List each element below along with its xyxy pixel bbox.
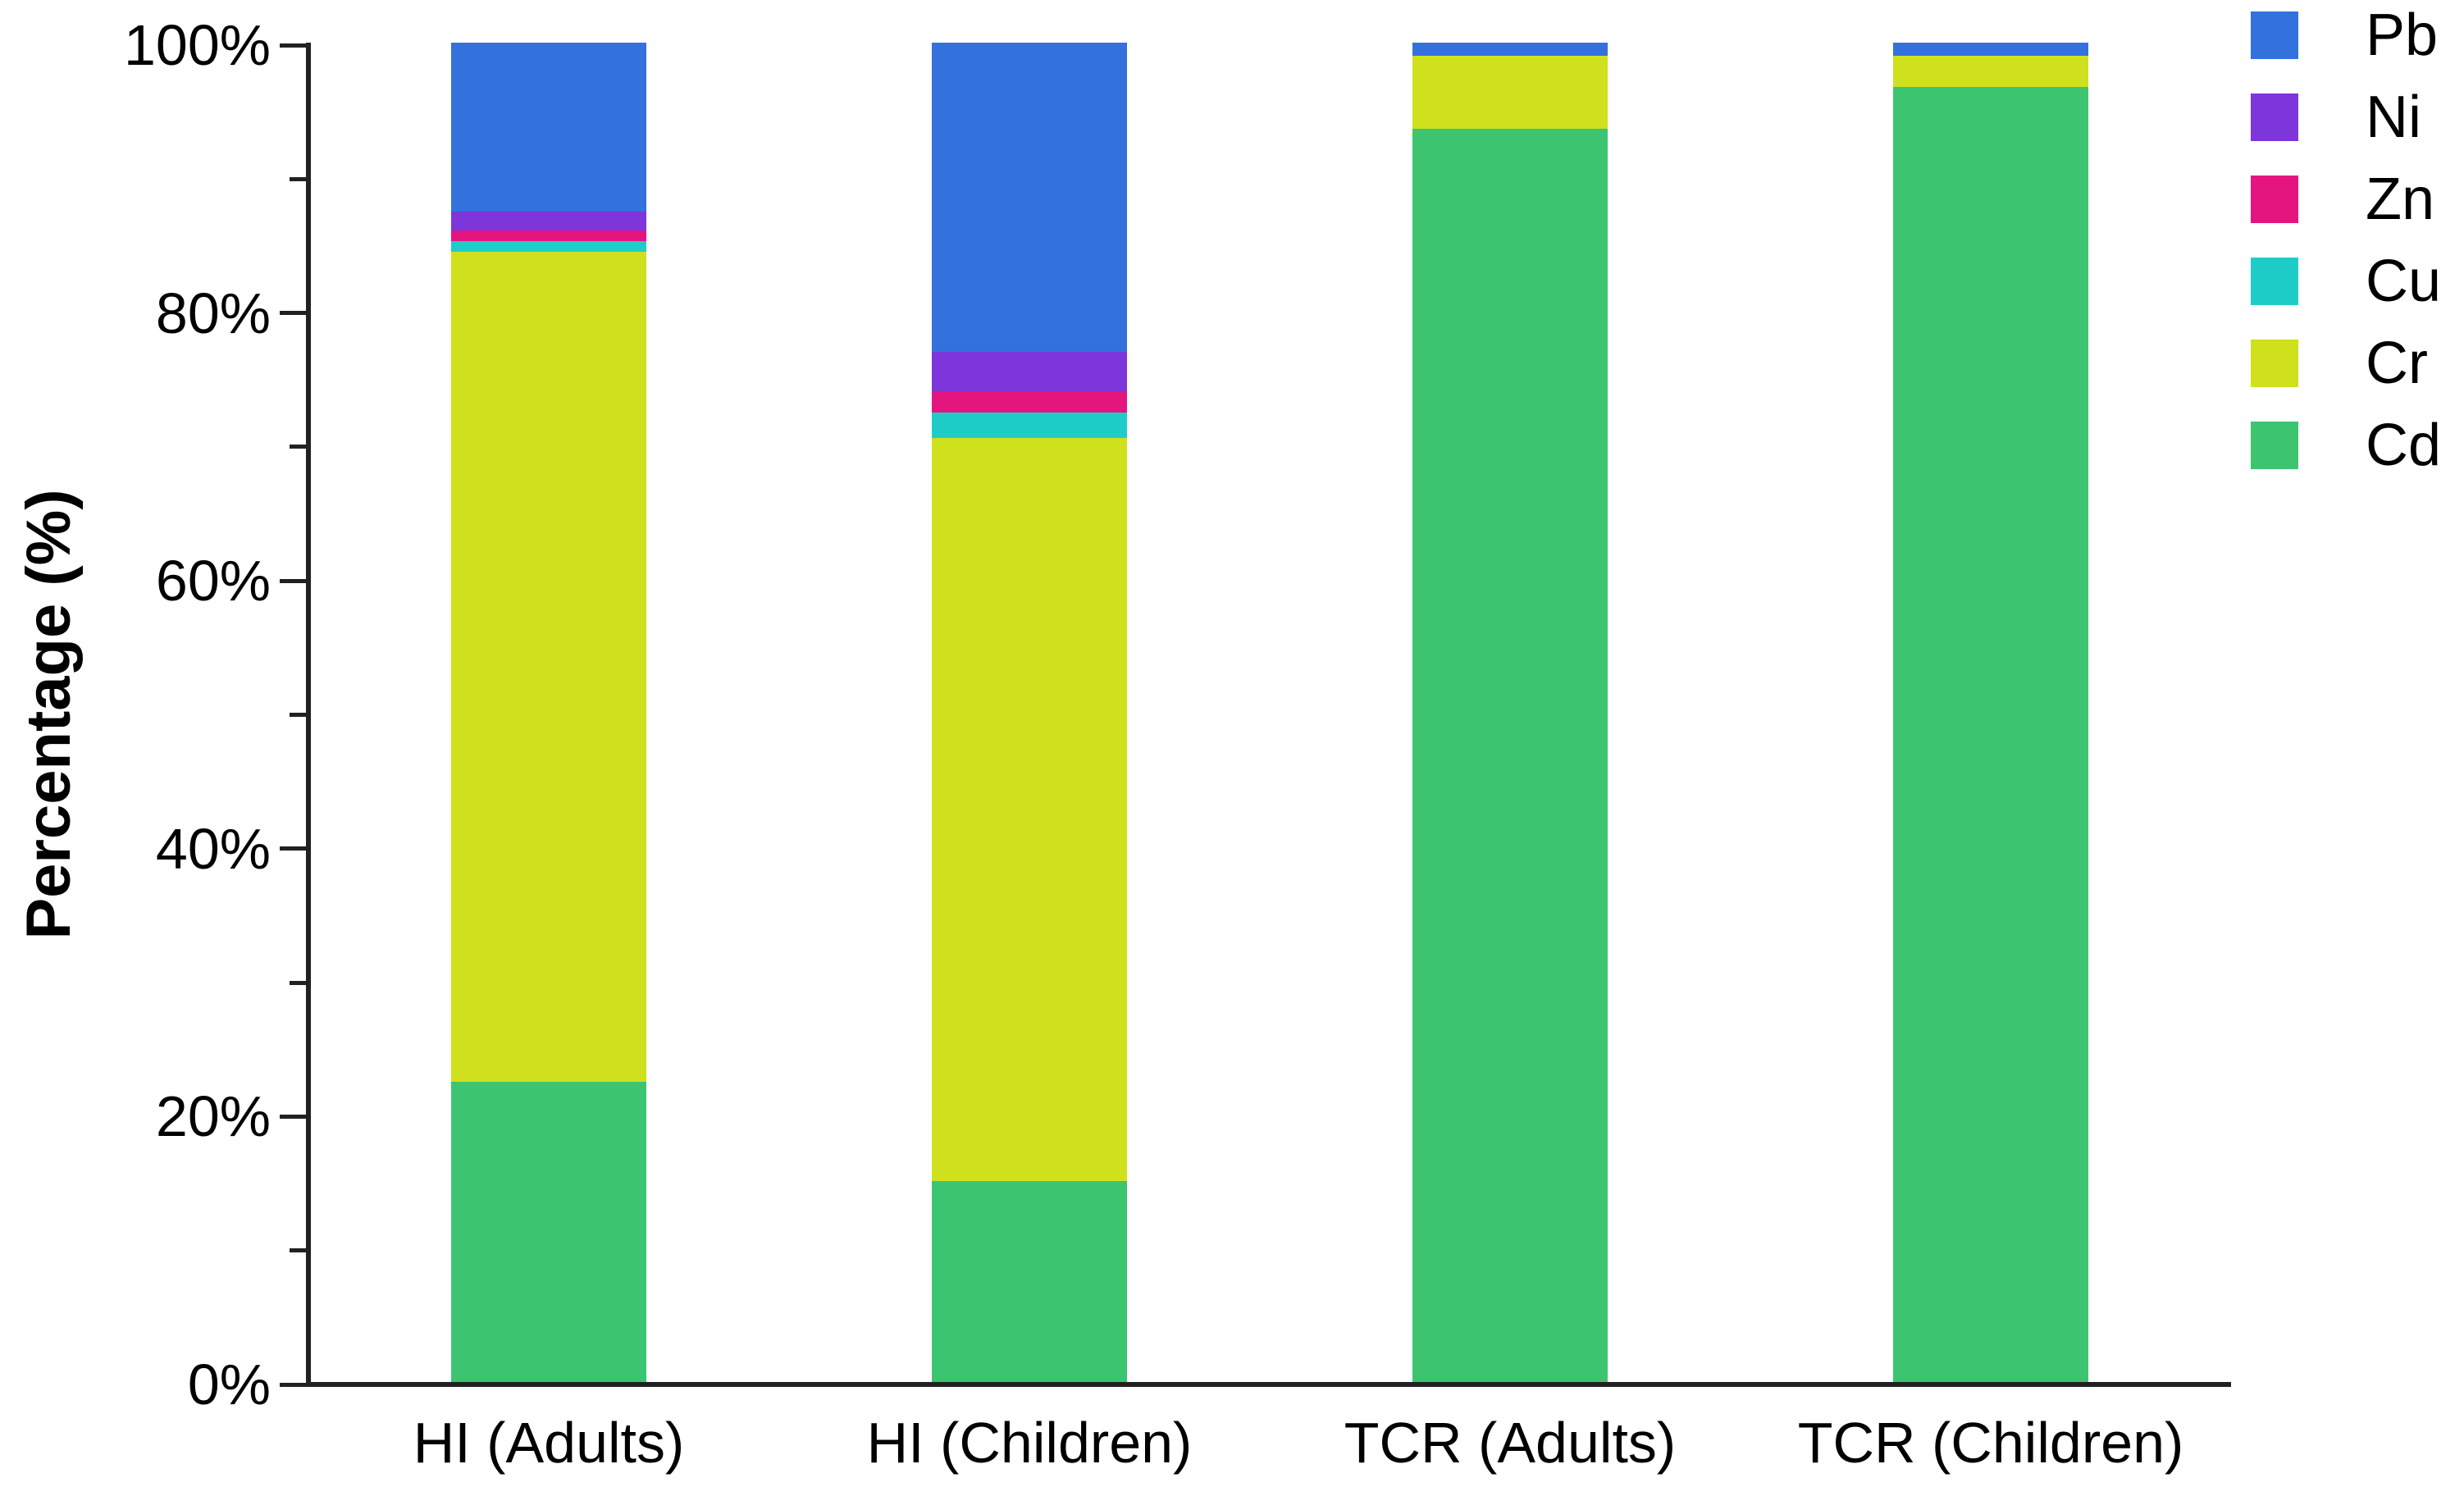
x-axis-label-hi-children: HI (Children) — [866, 1411, 1193, 1475]
y-tick-label: 100% — [123, 13, 271, 77]
segment-cd-tcr-adults — [1412, 128, 1608, 1382]
segment-cd-hi-children — [932, 1181, 1127, 1382]
y-tick-label: 80% — [155, 280, 271, 345]
y-tick-label: 40% — [155, 816, 271, 881]
segment-cu-hi-children — [932, 412, 1127, 438]
y-tick-label: 0% — [187, 1352, 271, 1416]
legend-label-cd: Cd — [2366, 413, 2442, 478]
y-minor-tick — [290, 1248, 306, 1253]
bar-hi-adults — [451, 43, 646, 1382]
legend-item-zn: Zn — [2251, 170, 2441, 229]
legend-swatch-pb — [2251, 11, 2298, 59]
bar-hi-children — [932, 43, 1127, 1382]
segment-pb-hi-children — [932, 43, 1127, 353]
legend-item-cu: Cu — [2251, 252, 2441, 311]
y-axis-title: Percentage (%) — [14, 489, 84, 940]
segment-pb-tcr-adults — [1412, 43, 1608, 57]
legend-item-ni: Ni — [2251, 88, 2441, 147]
legend-swatch-cu — [2251, 258, 2298, 305]
legend-item-pb: Pb — [2251, 6, 2441, 65]
y-major-tick — [280, 311, 306, 316]
y-major-tick — [280, 43, 306, 48]
x-axis-label-tcr-adults: TCR (Adults) — [1344, 1411, 1677, 1475]
segment-zn-hi-children — [932, 392, 1127, 413]
y-axis-line — [306, 43, 311, 1387]
segment-zn-hi-adults — [451, 230, 646, 241]
y-tick-label: 60% — [155, 549, 271, 613]
y-major-tick — [280, 578, 306, 583]
legend-item-cr: Cr — [2251, 334, 2441, 393]
segment-ni-hi-children — [932, 352, 1127, 393]
bar-tcr-children — [1893, 43, 2088, 1382]
y-minor-tick — [290, 176, 306, 181]
y-tick-label: 20% — [155, 1084, 271, 1149]
y-major-tick — [280, 1114, 306, 1119]
x-axis-label-tcr-children: TCR (Children) — [1797, 1411, 2184, 1475]
y-minor-tick — [290, 445, 306, 449]
legend-label-ni: Ni — [2366, 84, 2421, 150]
y-minor-tick — [290, 980, 306, 985]
bar-tcr-adults — [1412, 43, 1608, 1382]
legend: Pb Ni Zn Cu Cr Cd — [2251, 6, 2441, 504]
segment-cu-hi-adults — [451, 240, 646, 252]
legend-label-cr: Cr — [2366, 331, 2428, 396]
legend-item-cd: Cd — [2251, 416, 2441, 475]
y-minor-tick — [290, 713, 306, 717]
legend-label-pb: Pb — [2366, 2, 2439, 68]
legend-label-zn: Zn — [2366, 166, 2435, 232]
x-axis-label-hi-adults: HI (Adults) — [413, 1411, 685, 1475]
segment-pb-hi-adults — [451, 43, 646, 212]
y-major-tick — [280, 1382, 306, 1387]
segment-cd-hi-adults — [451, 1082, 646, 1382]
segment-cr-tcr-children — [1893, 56, 2088, 87]
x-axis-line — [306, 1382, 2231, 1387]
legend-label-cu: Cu — [2366, 249, 2442, 314]
segment-pb-tcr-children — [1893, 43, 2088, 57]
legend-swatch-cr — [2251, 340, 2298, 387]
legend-swatch-zn — [2251, 176, 2298, 223]
segment-cd-tcr-children — [1893, 86, 2088, 1382]
legend-swatch-cd — [2251, 422, 2298, 469]
segment-ni-hi-adults — [451, 211, 646, 230]
segment-cr-tcr-adults — [1412, 56, 1608, 129]
y-major-tick — [280, 846, 306, 851]
segment-cr-hi-adults — [451, 251, 646, 1083]
segment-cr-hi-children — [932, 437, 1127, 1182]
legend-swatch-ni — [2251, 94, 2298, 141]
